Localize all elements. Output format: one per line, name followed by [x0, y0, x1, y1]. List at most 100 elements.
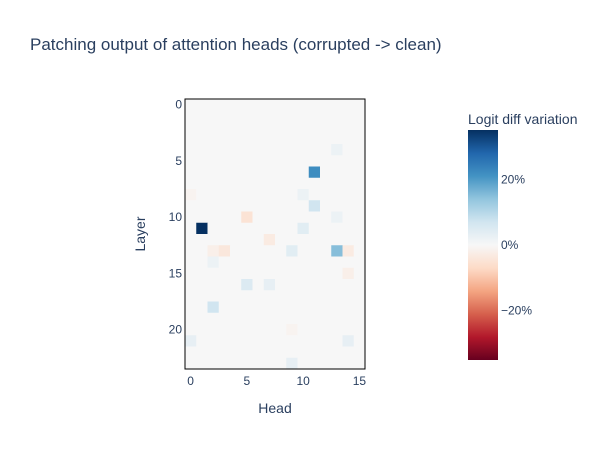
- heatmap-cell-layer-16-head-7: [263, 279, 276, 291]
- heatmap-cell-layer-18-head-4: [230, 301, 242, 314]
- heatmap-cell-layer-13-head-3: [218, 245, 231, 257]
- heatmap-cell-layer-13-head-10: [297, 245, 310, 257]
- heatmap-cell-layer-5-head-8: [275, 155, 287, 167]
- heatmap-cell-layer-2-head-14: [342, 121, 355, 134]
- heatmap-cell-layer-22-head-13: [331, 346, 343, 359]
- heatmap-cell-layer-20-head-4: [230, 324, 242, 336]
- heatmap-cell-layer-19-head-0: [185, 312, 197, 325]
- heatmap-cell-layer-11-head-1: [196, 222, 208, 235]
- heatmap-cell-layer-21-head-9: [286, 335, 298, 347]
- heatmap-cell-layer-17-head-2: [207, 290, 220, 302]
- colorbar-title: Logit diff variation: [468, 111, 577, 127]
- heatmap-cell-layer-23-head-1: [196, 357, 208, 370]
- heatmap-cell-layer-1-head-15: [353, 110, 366, 122]
- heatmap-cell-layer-10-head-5: [241, 211, 253, 224]
- heatmap-cell-layer-9-head-12: [320, 200, 332, 212]
- heatmap-cell-layer-4-head-8: [275, 144, 287, 156]
- heatmap-cell-layer-14-head-8: [275, 256, 287, 269]
- heatmap-cell-layer-22-head-0: [185, 346, 197, 359]
- heatmap-cell-layer-20-head-7: [263, 324, 276, 336]
- heatmap-cell-layer-22-head-1: [196, 346, 208, 359]
- heatmap-cell-layer-13-head-6: [252, 245, 265, 257]
- heatmap-cell-layer-2-head-10: [297, 121, 310, 134]
- heatmap-cell-layer-8-head-9: [286, 189, 298, 201]
- heatmap-cell-layer-17-head-12: [320, 290, 332, 302]
- heatmap-cell-layer-10-head-14: [342, 211, 355, 224]
- heatmap-cell-layer-5-head-1: [196, 155, 208, 167]
- heatmap-cell-layer-17-head-0: [185, 290, 197, 302]
- heatmap-cell-layer-15-head-14: [342, 267, 355, 280]
- heatmap-cell-layer-2-head-2: [207, 121, 220, 134]
- heatmap-cell-layer-23-head-7: [263, 357, 276, 370]
- heatmap-cell-layer-18-head-11: [308, 301, 321, 314]
- heatmap-cell-layer-0-head-5: [241, 99, 253, 111]
- heatmap-cell-layer-10-head-3: [218, 211, 231, 224]
- heatmap-cell-layer-3-head-15: [353, 132, 366, 145]
- heatmap-cell-layer-4-head-6: [252, 144, 265, 156]
- heatmap-cell-layer-6-head-1: [196, 166, 208, 179]
- heatmap-cell-layer-10-head-4: [230, 211, 242, 224]
- colorbar-tick-label: −20%: [501, 304, 532, 318]
- heatmap-cell-layer-1-head-8: [275, 110, 287, 122]
- heatmap-cell-layer-20-head-0: [185, 324, 197, 336]
- heatmap-cell-layer-18-head-1: [196, 301, 208, 314]
- heatmap-cell-layer-15-head-11: [308, 267, 321, 280]
- heatmap-cell-layer-18-head-9: [286, 301, 298, 314]
- heatmap-cell-layer-1-head-9: [286, 110, 298, 122]
- heatmap-cell-layer-11-head-5: [241, 222, 253, 235]
- heatmap-cell-layer-19-head-14: [342, 312, 355, 325]
- heatmap-cell-layer-9-head-11: [308, 200, 321, 212]
- heatmap-cell-layer-1-head-0: [185, 110, 197, 122]
- heatmap-cell-layer-13-head-4: [230, 245, 242, 257]
- heatmap-cell-layer-22-head-2: [207, 346, 220, 359]
- heatmap-cell-layer-18-head-3: [218, 301, 231, 314]
- heatmap-cell-layer-5-head-10: [297, 155, 310, 167]
- heatmap-cell-layer-3-head-5: [241, 132, 253, 145]
- heatmap-cell-layer-22-head-6: [252, 346, 265, 359]
- heatmap-cell-layer-2-head-6: [252, 121, 265, 134]
- heatmap-cell-layer-16-head-15: [353, 279, 366, 291]
- heatmap-cell-layer-3-head-8: [275, 132, 287, 145]
- heatmap-cell-layer-14-head-10: [297, 256, 310, 269]
- heatmap-cell-layer-0-head-2: [207, 99, 220, 111]
- heatmap-cell-layer-11-head-7: [263, 222, 276, 235]
- heatmap-cell-layer-19-head-7: [263, 312, 276, 325]
- heatmap-cell-layer-6-head-14: [342, 166, 355, 179]
- heatmap-cell-layer-18-head-2: [207, 301, 220, 314]
- heatmap-cell-layer-1-head-3: [218, 110, 231, 122]
- heatmap-cell-layer-17-head-7: [263, 290, 276, 302]
- heatmap-cell-layer-1-head-13: [331, 110, 343, 122]
- heatmap-cell-layer-0-head-4: [230, 99, 242, 111]
- heatmap-cell-layer-8-head-4: [230, 189, 242, 201]
- x-tick-labels: 0 5 10 15: [187, 374, 366, 388]
- heatmap-cell-layer-13-head-12: [320, 245, 332, 257]
- heatmap-cell-layer-4-head-0: [185, 144, 197, 156]
- heatmap-cell-layer-18-head-14: [342, 301, 355, 314]
- heatmap-cell-layer-11-head-10: [297, 222, 310, 235]
- heatmap-cell-layer-8-head-7: [263, 189, 276, 201]
- heatmap-cell-layer-5-head-5: [241, 155, 253, 167]
- heatmap-cell-layer-15-head-3: [218, 267, 231, 280]
- heatmap-cell-layer-16-head-8: [275, 279, 287, 291]
- heatmap-cell-layer-22-head-7: [263, 346, 276, 359]
- heatmap-cell-layer-10-head-1: [196, 211, 208, 224]
- heatmap-cell-layer-21-head-15: [353, 335, 366, 347]
- heatmap-cell-layer-20-head-14: [342, 324, 355, 336]
- heatmap-cell-layer-7-head-13: [331, 177, 343, 190]
- heatmap-cell-layer-11-head-11: [308, 222, 321, 235]
- heatmap-cell-layer-2-head-13: [331, 121, 343, 134]
- heatmap-cell-layer-6-head-15: [353, 166, 366, 179]
- heatmap-cell-layer-16-head-3: [218, 279, 231, 291]
- heatmap-cell-layer-23-head-3: [218, 357, 231, 370]
- heatmap-cell-layer-14-head-1: [196, 256, 208, 269]
- heatmap-cell-layer-23-head-2: [207, 357, 220, 370]
- heatmap-cell-layer-19-head-8: [275, 312, 287, 325]
- heatmap-cell-layer-3-head-4: [230, 132, 242, 145]
- heatmap-cell-layer-19-head-11: [308, 312, 321, 325]
- heatmap-cell-layer-17-head-14: [342, 290, 355, 302]
- heatmap-cell-layer-12-head-7: [263, 234, 276, 246]
- heatmap-cell-layer-6-head-6: [252, 166, 265, 179]
- heatmap-cell-layer-15-head-13: [331, 267, 343, 280]
- heatmap-cell-layer-11-head-15: [353, 222, 366, 235]
- heatmap-cell-layer-15-head-0: [185, 267, 197, 280]
